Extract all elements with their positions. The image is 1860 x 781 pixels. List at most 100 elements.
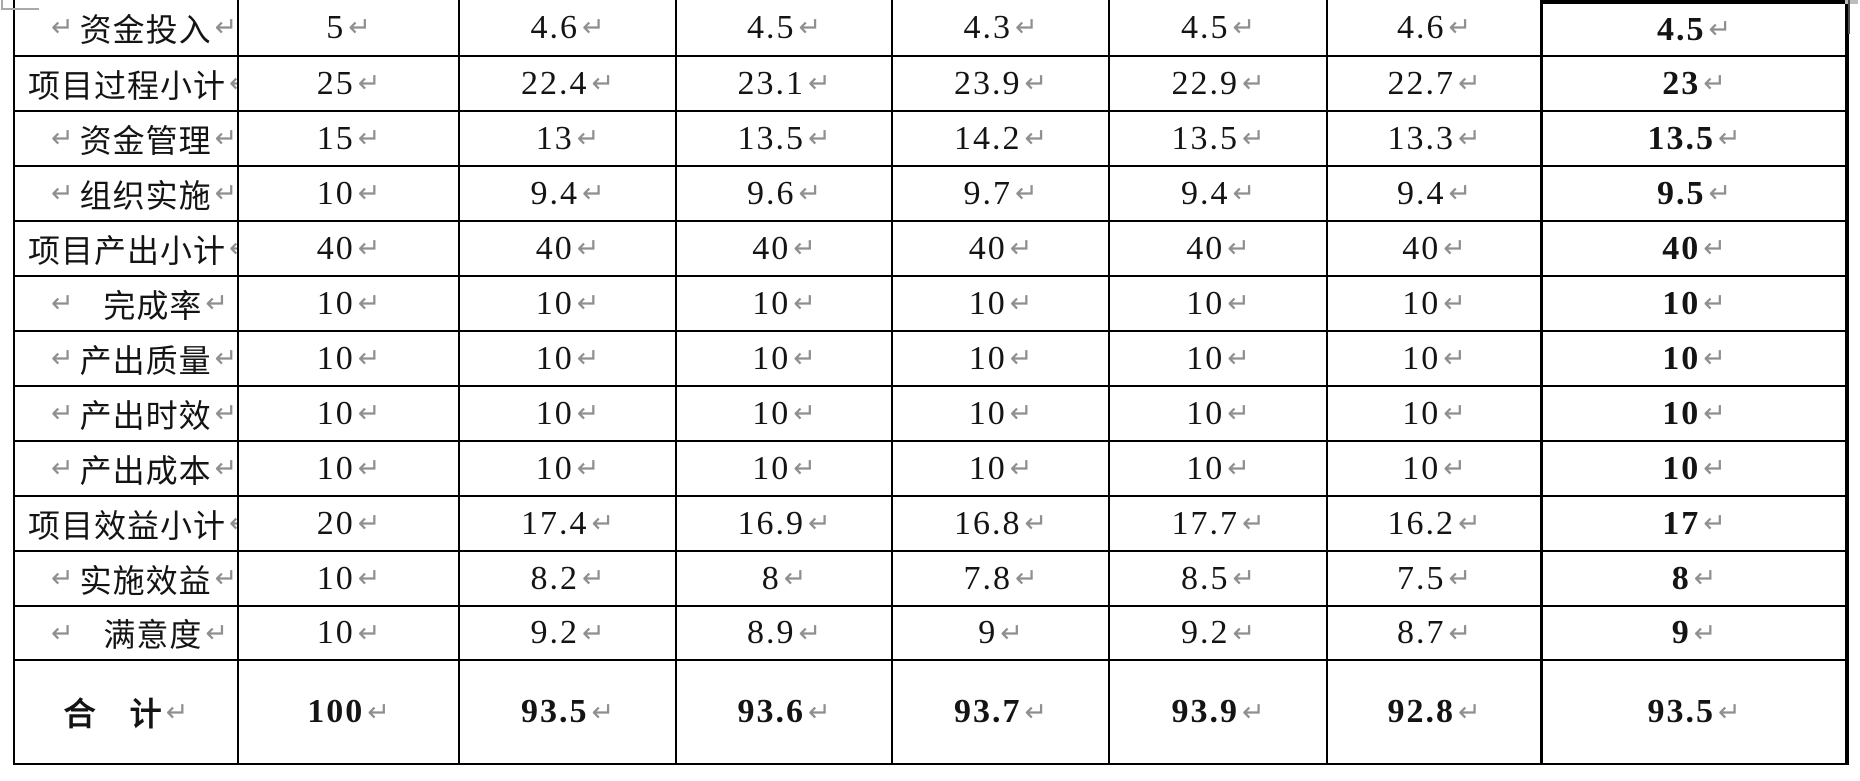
score-cell[interactable]: 100 ↵	[239, 661, 460, 765]
score-cell[interactable]: 9 ↵	[893, 607, 1110, 661]
score-cell[interactable]: 40 ↵	[1328, 222, 1540, 277]
score-cell[interactable]: 93.5 ↵	[1540, 661, 1847, 765]
row-label-cell[interactable]: ↵ 组织实施 ↵	[15, 167, 239, 222]
score-cell[interactable]: 4.5 ↵	[677, 0, 893, 57]
row-label-cell[interactable]: 项目过程小计↵	[15, 57, 239, 112]
score-cell[interactable]: 10 ↵	[460, 442, 677, 497]
score-cell[interactable]: 22.4 ↵	[460, 57, 677, 112]
score-cell[interactable]: 8 ↵	[1540, 552, 1847, 607]
score-cell[interactable]: 10 ↵	[1328, 387, 1540, 442]
score-cell[interactable]: 10 ↵	[893, 332, 1110, 387]
score-cell[interactable]: 10 ↵	[460, 332, 677, 387]
score-cell[interactable]: 4.3 ↵	[893, 0, 1110, 57]
score-cell[interactable]: 10 ↵	[239, 607, 460, 661]
score-cell[interactable]: 10 ↵	[1540, 442, 1847, 497]
score-cell[interactable]: 13 ↵	[460, 112, 677, 167]
score-cell[interactable]: 17.7 ↵	[1110, 497, 1328, 552]
score-cell[interactable]: 4.5 ↵	[1110, 0, 1328, 57]
score-cell[interactable]: 20 ↵	[239, 497, 460, 552]
score-cell[interactable]: 10 ↵	[239, 442, 460, 497]
score-cell[interactable]: 10 ↵	[460, 277, 677, 332]
row-label-cell[interactable]: ↵ 产出成本 ↵	[15, 442, 239, 497]
score-cell[interactable]: 40 ↵	[893, 222, 1110, 277]
score-cell[interactable]: 8.2 ↵	[460, 552, 677, 607]
score-cell[interactable]: 10 ↵	[1540, 277, 1847, 332]
score-cell[interactable]: 10 ↵	[239, 332, 460, 387]
score-cell[interactable]: 10 ↵	[1328, 332, 1540, 387]
score-cell[interactable]: 10 ↵	[460, 387, 677, 442]
row-label-cell[interactable]: 项目效益小计↵	[15, 497, 239, 552]
score-cell[interactable]: 13.5 ↵	[1110, 112, 1328, 167]
score-cell[interactable]: 22.9 ↵	[1110, 57, 1328, 112]
score-cell[interactable]: 9.4 ↵	[460, 167, 677, 222]
score-cell[interactable]: 10 ↵	[1328, 442, 1540, 497]
score-cell[interactable]: 9 ↵	[1540, 607, 1847, 661]
score-cell[interactable]: 93.6 ↵	[677, 661, 893, 765]
score-cell[interactable]: 17.4 ↵	[460, 497, 677, 552]
score-cell[interactable]: 9.4 ↵	[1110, 167, 1328, 222]
score-cell[interactable]: 9.2 ↵	[1110, 607, 1328, 661]
score-cell[interactable]: 9.4 ↵	[1328, 167, 1540, 222]
row-label-cell[interactable]: ↵ 资金投入 ↵	[15, 0, 239, 57]
score-cell[interactable]: 9.6 ↵	[677, 167, 893, 222]
score-cell[interactable]: 10 ↵	[1328, 277, 1540, 332]
score-cell[interactable]: 10 ↵	[1110, 332, 1328, 387]
score-cell[interactable]: 16.8 ↵	[893, 497, 1110, 552]
score-cell[interactable]: 8.5 ↵	[1110, 552, 1328, 607]
score-cell[interactable]: 4.6 ↵	[460, 0, 677, 57]
score-cell[interactable]: 93.7 ↵	[893, 661, 1110, 765]
row-label-cell[interactable]: ↵ 产出质量 ↵	[15, 332, 239, 387]
score-cell[interactable]: 13.3 ↵	[1328, 112, 1540, 167]
score-cell[interactable]: 40 ↵	[1540, 222, 1847, 277]
row-label-cell[interactable]: 合 计 ↵	[15, 661, 239, 765]
score-cell[interactable]: 7.5 ↵	[1328, 552, 1540, 607]
score-cell[interactable]: 10 ↵	[1110, 387, 1328, 442]
score-cell[interactable]: 93.5 ↵	[460, 661, 677, 765]
score-cell[interactable]: 7.8 ↵	[893, 552, 1110, 607]
score-cell[interactable]: 16.9 ↵	[677, 497, 893, 552]
score-cell[interactable]: 10 ↵	[239, 277, 460, 332]
score-cell[interactable]: 23 ↵	[1540, 57, 1847, 112]
score-cell[interactable]: 9.5 ↵	[1540, 167, 1847, 222]
score-cell[interactable]: 22.7 ↵	[1328, 57, 1540, 112]
score-cell[interactable]: 10 ↵	[893, 387, 1110, 442]
score-cell[interactable]: 23.9 ↵	[893, 57, 1110, 112]
score-cell[interactable]: 10 ↵	[239, 387, 460, 442]
score-cell[interactable]: 40 ↵	[677, 222, 893, 277]
score-cell[interactable]: 10 ↵	[677, 332, 893, 387]
score-cell[interactable]: 10 ↵	[239, 552, 460, 607]
score-cell[interactable]: 13.5 ↵	[1540, 112, 1847, 167]
score-cell[interactable]: 9.7 ↵	[893, 167, 1110, 222]
score-cell[interactable]: 13.5 ↵	[677, 112, 893, 167]
score-cell[interactable]: 40 ↵	[460, 222, 677, 277]
score-cell[interactable]: 40 ↵	[239, 222, 460, 277]
score-cell[interactable]: 10 ↵	[1540, 387, 1847, 442]
score-cell[interactable]: 92.8 ↵	[1328, 661, 1540, 765]
row-label-cell[interactable]: ↵ 实施效益 ↵	[15, 552, 239, 607]
score-cell[interactable]: 4.5 ↵	[1540, 0, 1847, 57]
score-cell[interactable]: 17 ↵	[1540, 497, 1847, 552]
score-cell[interactable]: 16.2 ↵	[1328, 497, 1540, 552]
score-cell[interactable]: 10 ↵	[239, 167, 460, 222]
score-cell[interactable]: 4.6 ↵	[1328, 0, 1540, 57]
score-cell[interactable]: 8 ↵	[677, 552, 893, 607]
score-cell[interactable]: 10 ↵	[1540, 332, 1847, 387]
score-cell[interactable]: 25 ↵	[239, 57, 460, 112]
score-cell[interactable]: 10 ↵	[893, 277, 1110, 332]
score-cell[interactable]: 10 ↵	[1110, 442, 1328, 497]
score-cell[interactable]: 5 ↵	[239, 0, 460, 57]
score-cell[interactable]: 40 ↵	[1110, 222, 1328, 277]
row-label-cell[interactable]: ↵ 资金管理 ↵	[15, 112, 239, 167]
score-cell[interactable]: 14.2 ↵	[893, 112, 1110, 167]
score-cell[interactable]: 10 ↵	[677, 442, 893, 497]
row-label-cell[interactable]: 项目产出小计↵	[15, 222, 239, 277]
score-cell[interactable]: 10 ↵	[1110, 277, 1328, 332]
score-cell[interactable]: 8.7 ↵	[1328, 607, 1540, 661]
score-cell[interactable]: 15 ↵	[239, 112, 460, 167]
row-label-cell[interactable]: ↵ 满意度 ↵	[15, 607, 239, 661]
score-cell[interactable]: 8.9 ↵	[677, 607, 893, 661]
score-cell[interactable]: 23.1 ↵	[677, 57, 893, 112]
row-label-cell[interactable]: ↵ 完成率 ↵	[15, 277, 239, 332]
score-cell[interactable]: 93.9 ↵	[1110, 661, 1328, 765]
score-cell[interactable]: 10 ↵	[677, 387, 893, 442]
